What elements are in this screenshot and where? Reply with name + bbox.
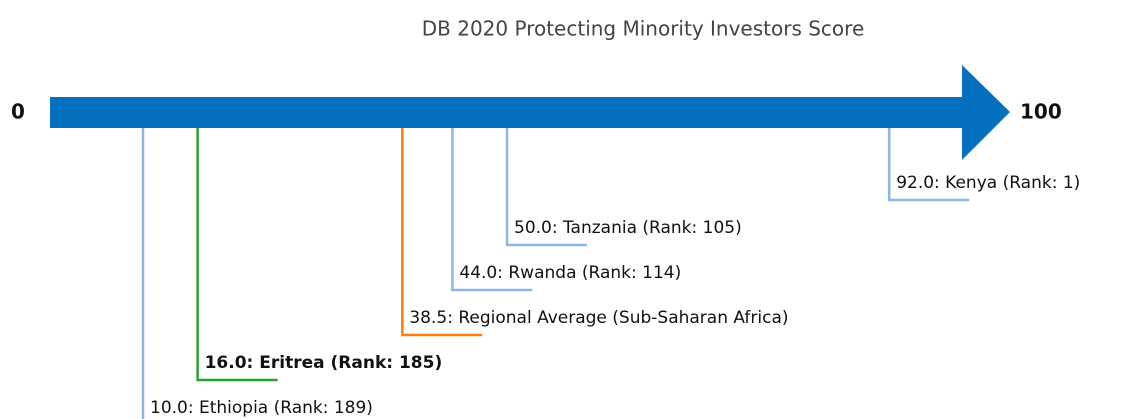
tick-label: 0 (11, 100, 25, 124)
marker-leader (196, 128, 278, 382)
marker-leader (505, 128, 587, 247)
marker-label: 50.0: Tanzania (Rank: 105) (514, 218, 742, 238)
tick-label: 100 (1020, 100, 1062, 124)
marker-leader (887, 128, 970, 202)
marker-leader (451, 128, 533, 292)
chart-title: DB 2020 Protecting Minority Investors Sc… (422, 17, 865, 41)
scale-arrow (50, 65, 1010, 160)
marker-label: 44.0: Rwanda (Rank: 114) (459, 263, 681, 283)
marker-label: 38.5: Regional Average (Sub-Saharan Afri… (409, 308, 788, 328)
marker-label: 10.0: Ethiopia (Rank: 189) (150, 398, 373, 418)
marker-leader (401, 128, 483, 337)
marker-label: 92.0: Kenya (Rank: 1) (896, 173, 1080, 193)
marker-leader (141, 128, 145, 419)
marker-label: 16.0: Eritrea (Rank: 185) (205, 353, 443, 373)
